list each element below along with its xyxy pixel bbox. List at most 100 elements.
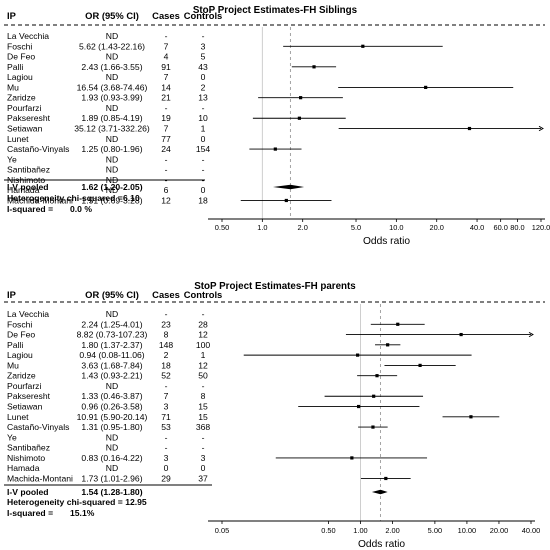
study-controls: 50 xyxy=(198,371,208,381)
study-name: Lagiou xyxy=(7,72,33,82)
study-cases: 3 xyxy=(164,402,169,412)
chart-title: StoP Project Estimates-FH parents xyxy=(194,281,356,292)
study-cases: 53 xyxy=(161,422,171,432)
study-point-estimate xyxy=(424,85,428,89)
study-cases: 0 xyxy=(164,463,169,473)
study-name: Palli xyxy=(7,62,23,72)
study-name: De Feo xyxy=(7,52,35,62)
study-cases: 19 xyxy=(161,113,171,123)
study-or-ci: ND xyxy=(106,463,118,473)
study-or-ci: 10.91 (5.90-20.14) xyxy=(77,412,148,422)
study-name: Hamada xyxy=(7,463,40,473)
study-cases: - xyxy=(165,432,168,442)
x-axis-tick-label: 40.0 xyxy=(470,223,484,232)
study-or-ci: ND xyxy=(106,72,118,82)
study-or-ci: ND xyxy=(106,52,118,62)
study-name: Castaño-Vinyals xyxy=(7,144,69,154)
forest-plot-fh-parents: StoP Project Estimates-FH parents IP OR (9… xyxy=(4,281,545,550)
study-point-estimate xyxy=(384,476,388,481)
study-or-ci: 0.94 (0.08-11.06) xyxy=(79,350,144,360)
study-or-ci: ND xyxy=(106,165,118,175)
study-name: Setiawan xyxy=(7,402,43,412)
study-controls: 28 xyxy=(198,319,208,329)
study-or-ci: 1.31 (0.95-1.80) xyxy=(81,422,142,432)
study-name: Mu xyxy=(7,360,19,370)
study-or-ci: ND xyxy=(106,154,118,164)
column-header-controls: Controls xyxy=(184,289,223,300)
study-controls: 1 xyxy=(201,124,206,134)
x-axis-tick-label: 40.00 xyxy=(522,526,541,535)
study-controls: 12 xyxy=(198,360,208,370)
study-cases: - xyxy=(165,309,168,319)
study-name: Zaridze xyxy=(7,93,36,103)
study-cases: 23 xyxy=(161,319,171,329)
study-name: Zaridze xyxy=(7,371,36,381)
study-controls: 1 xyxy=(201,350,206,360)
study-name: Foschi xyxy=(7,319,32,329)
study-cases: 7 xyxy=(164,124,169,134)
study-name: Ye xyxy=(7,154,17,164)
study-cases: - xyxy=(165,103,168,113)
study-point-estimate xyxy=(469,415,473,419)
x-axis-tick-label: 0.50 xyxy=(321,526,335,535)
isquared-value: 15.1% xyxy=(70,508,95,518)
study-or-ci: 1.33 (0.46-3.87) xyxy=(81,391,142,401)
pooled-diamond xyxy=(371,489,388,495)
x-axis-tick-label: 2.0 xyxy=(298,223,308,232)
study-or-ci: ND xyxy=(106,381,118,391)
study-controls: 3 xyxy=(201,453,206,463)
isquared-label: I-squared = xyxy=(7,508,53,518)
pooled-label: I-V pooled xyxy=(7,182,49,192)
study-cases: 3 xyxy=(164,453,169,463)
study-name: Castaño-Vinyals xyxy=(7,422,69,432)
study-cases: 71 xyxy=(161,412,171,422)
study-or-ci: 1.89 (0.85-4.19) xyxy=(81,113,142,123)
study-point-estimate xyxy=(312,65,316,69)
column-header-cases: Cases xyxy=(152,289,180,300)
x-axis-tick-label: 80.0 xyxy=(510,223,524,232)
study-cases: 4 xyxy=(164,52,169,62)
isquared-label: I-squared = xyxy=(7,204,53,214)
study-or-ci: 8.82 (0.73-107.23) xyxy=(77,330,148,340)
study-controls: - xyxy=(202,154,205,164)
study-point-estimate xyxy=(273,147,277,151)
x-axis-tick-label: 1.00 xyxy=(353,526,367,535)
study-name: Machida-Montani xyxy=(7,473,73,483)
study-point-estimate xyxy=(350,456,354,460)
study-controls: 12 xyxy=(198,330,208,340)
pooled-diamond xyxy=(272,184,305,190)
study-name: Pourfarzi xyxy=(7,103,41,113)
study-or-ci: 0.83 (0.16-4.22) xyxy=(81,453,142,463)
chart-title: StoP Project Estimates-FH Siblings xyxy=(193,5,358,16)
study-cases: 7 xyxy=(164,41,169,51)
study-controls: - xyxy=(202,381,205,391)
study-cases: 91 xyxy=(161,62,171,72)
study-controls: - xyxy=(202,103,205,113)
study-controls: 8 xyxy=(201,391,206,401)
study-cases: 14 xyxy=(161,82,171,92)
study-cases: - xyxy=(165,443,168,453)
study-controls: 3 xyxy=(201,41,206,51)
study-controls: - xyxy=(202,443,205,453)
study-controls: 2 xyxy=(201,82,206,92)
study-name: Pourfarzi xyxy=(7,381,41,391)
study-controls: 0 xyxy=(201,463,206,473)
study-name: Lagiou xyxy=(7,350,33,360)
study-name: Ye xyxy=(7,432,17,442)
study-cases: 24 xyxy=(161,144,171,154)
study-controls: 15 xyxy=(198,402,208,412)
ci-truncation-arrow xyxy=(538,125,544,132)
x-axis-tick-label: 1.0 xyxy=(257,223,267,232)
study-controls: 43 xyxy=(198,62,208,72)
study-controls: 0 xyxy=(201,185,206,195)
forest-plot-fh-siblings: StoP Project Estimates-FH Siblings IP OR (… xyxy=(4,5,550,247)
study-or-ci: 1.25 (0.80-1.96) xyxy=(81,144,142,154)
pooled-label: I-V pooled xyxy=(7,487,49,497)
study-cases: 7 xyxy=(164,72,169,82)
study-name: Lunet xyxy=(7,412,29,422)
study-name: Machida-Montani xyxy=(7,195,73,205)
study-controls: 0 xyxy=(201,72,206,82)
study-or-ci: 3.63 (1.68-7.84) xyxy=(81,360,142,370)
heterogeneity-label: Heterogeneity chi-squared = 12.95 xyxy=(7,497,147,507)
